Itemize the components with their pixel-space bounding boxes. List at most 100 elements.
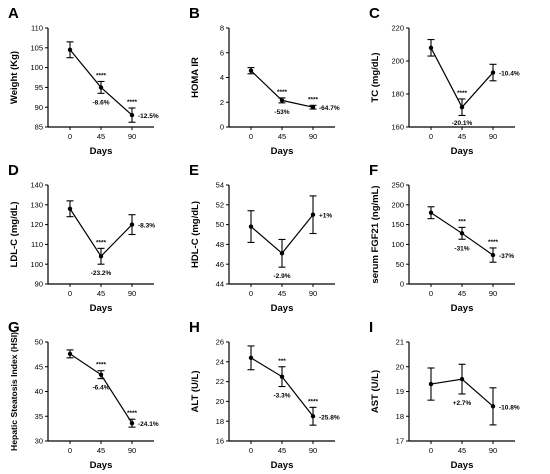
- y-tick-label: 90: [35, 280, 43, 289]
- data-point: [490, 252, 496, 258]
- y-tick-label: 250: [391, 181, 404, 190]
- y-tick-label: 30: [35, 437, 43, 446]
- x-tick-label: 45: [97, 446, 105, 455]
- x-tick-label: 45: [458, 289, 466, 298]
- panel-letter: E: [189, 162, 199, 179]
- x-tick-label: 90: [128, 446, 136, 455]
- panel-letter: C: [369, 5, 380, 22]
- significance-label: ****: [488, 239, 499, 246]
- y-tick-label: 110: [31, 240, 43, 249]
- x-tick-label: 90: [309, 446, 317, 455]
- y-tick-label: 180: [391, 90, 404, 99]
- y-tick-label: 160: [391, 123, 404, 132]
- x-tick-label: 90: [489, 289, 497, 298]
- y-tick-label: 22: [216, 377, 224, 386]
- y-tick-label: 24: [216, 357, 224, 366]
- x-tick-label: 45: [278, 289, 286, 298]
- data-point: [248, 355, 254, 361]
- panel-d: D 90 100 110 120 130 140 0 45 90 Days LDL-C (mg/dL)…: [8, 162, 155, 314]
- y-tick-label: 35: [35, 412, 43, 421]
- data-point: [310, 105, 316, 110]
- data-point: [248, 224, 254, 229]
- y-tick-label: 45: [35, 362, 43, 371]
- y-tick-label: 200: [391, 57, 404, 66]
- y-axis-title: ALT (U/L): [190, 370, 201, 412]
- x-tick-label: 45: [97, 289, 105, 298]
- significance-label: ****: [96, 72, 107, 79]
- percent-change-label: -23.2%: [91, 270, 112, 277]
- y-tick-label: 40: [35, 387, 43, 396]
- x-tick-label: 90: [128, 289, 136, 298]
- x-tick-label: 90: [309, 289, 317, 298]
- y-tick-label: 100: [30, 260, 43, 269]
- y-tick-label: 110: [31, 24, 43, 33]
- panel-a: A 85 90 95 100 105 110 0 45 90 Days Weight (Kg) ****…: [8, 5, 159, 157]
- percent-change-label: -31%: [454, 245, 469, 252]
- panel-letter: H: [189, 319, 200, 336]
- percent-change-label: -8.3%: [138, 223, 155, 230]
- x-axis-title: Days: [90, 146, 113, 157]
- x-axis-title: Days: [451, 460, 474, 471]
- x-axis-title: Days: [271, 303, 294, 314]
- percent-change-label: -25.8%: [319, 414, 340, 421]
- y-tick-label: 4: [220, 73, 224, 82]
- significance-label: ****: [457, 90, 468, 97]
- percent-change-label: -24.1%: [138, 421, 159, 428]
- series-line: [430, 47, 494, 109]
- percent-change-label: -3.3%: [274, 393, 291, 400]
- y-tick-label: 130: [30, 200, 43, 209]
- panel-f: F 0 50 100 150 200 250 0 45 90 Days serum FGF21 (ng…: [369, 162, 515, 314]
- y-tick-label: 52: [216, 200, 224, 209]
- data-point: [490, 404, 496, 409]
- y-tick-label: 220: [391, 24, 404, 33]
- x-tick-label: 0: [429, 289, 433, 298]
- panel-letter: I: [369, 319, 373, 336]
- data-point: [459, 376, 465, 382]
- percent-change-label: -12.5%: [138, 113, 159, 120]
- data-point: [98, 85, 104, 90]
- x-tick-label: 90: [489, 446, 497, 455]
- y-tick-label: 200: [391, 200, 404, 209]
- y-tick-label: 44: [216, 280, 224, 289]
- y-tick-label: 50: [396, 260, 404, 269]
- panel-letter: F: [369, 162, 378, 179]
- data-point: [129, 112, 135, 118]
- y-tick-label: 0: [220, 123, 224, 132]
- percent-change-label: +2.7%: [453, 400, 472, 407]
- data-point: [67, 351, 73, 357]
- x-tick-label: 45: [458, 132, 466, 141]
- y-tick-label: 90: [35, 103, 43, 112]
- percent-change-label: -10.8%: [499, 404, 520, 411]
- data-point: [428, 381, 434, 387]
- data-point: [129, 420, 135, 426]
- x-axis-title: Days: [90, 303, 113, 314]
- x-tick-label: 0: [68, 132, 72, 141]
- y-tick-label: 26: [216, 338, 224, 347]
- percent-change-label: -6.4%: [93, 385, 110, 392]
- x-tick-label: 0: [429, 446, 433, 455]
- data-point: [310, 414, 316, 419]
- panel-e: E 44 46 48 50 52 54 0 45 90 Days HDL-C (mg/dL) -2.9%…: [189, 162, 335, 314]
- data-point: [428, 210, 434, 215]
- y-axis-title: TC (mg/dL): [370, 52, 381, 102]
- panel-i: I 17 18 19 20 21 0 45 90 Days AST (U/L) +2.7% -10.8%: [369, 319, 520, 471]
- x-tick-label: 45: [278, 446, 286, 455]
- data-point: [98, 254, 104, 259]
- y-tick-label: 48: [216, 240, 224, 249]
- data-point: [248, 68, 254, 73]
- y-axis-title: AST (U/L): [370, 370, 381, 413]
- percent-change-label: -37%: [499, 253, 514, 260]
- data-point: [67, 206, 73, 211]
- data-point: [67, 47, 73, 52]
- y-tick-label: 20: [396, 362, 404, 371]
- panel-letter: A: [8, 5, 19, 22]
- data-point: [279, 98, 285, 103]
- x-axis-title: Days: [271, 146, 294, 157]
- panel-c: C 160 180 200 220 0 45 90 Days TC (mg/dL) **** -20.…: [369, 5, 520, 157]
- y-tick-label: 50: [35, 338, 43, 347]
- y-axis-title: Weight (Kg): [9, 51, 20, 104]
- x-tick-label: 0: [68, 446, 72, 455]
- y-tick-label: 50: [216, 220, 224, 229]
- percent-change-label: -20.1%: [452, 120, 473, 127]
